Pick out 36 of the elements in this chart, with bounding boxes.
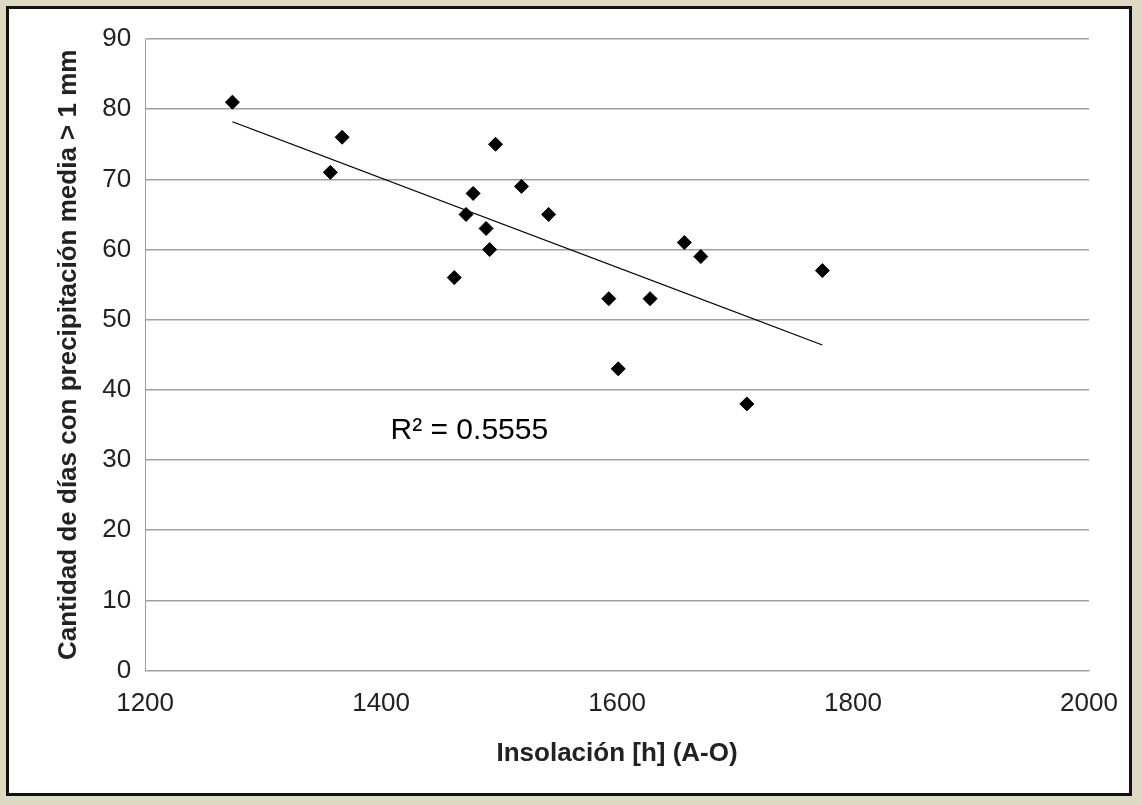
- point: [488, 136, 504, 152]
- x-tick-label: 1400: [352, 687, 411, 718]
- x-tick-label: 1200: [116, 687, 175, 718]
- y-tick-label: 10: [102, 583, 132, 614]
- y-tick-label: 40: [102, 373, 132, 404]
- point: [224, 94, 240, 110]
- point: [642, 291, 658, 307]
- annotation: R² = 0.5555: [390, 411, 549, 445]
- point: [541, 206, 557, 222]
- x-tick-label: 1600: [588, 687, 646, 718]
- point: [814, 263, 830, 279]
- point: [482, 242, 498, 258]
- point: [676, 235, 692, 251]
- point: [446, 270, 462, 286]
- point: [610, 361, 626, 377]
- point: [693, 249, 709, 265]
- x-tick-label: 1800: [824, 687, 882, 718]
- x-tick-label: 2000: [1060, 687, 1118, 718]
- y-tick-label: 20: [102, 513, 132, 544]
- point: [322, 164, 338, 180]
- point: [513, 178, 529, 194]
- point: [334, 129, 350, 145]
- y-tick-label: 80: [102, 92, 132, 123]
- y-tick-label: 90: [102, 22, 132, 53]
- y-tick-label: 70: [102, 162, 132, 193]
- point: [478, 220, 494, 236]
- y-axis-title: Cantidad de días con precipitación media > 1 mm: [51, 49, 82, 661]
- point: [458, 206, 474, 222]
- y-tick-label: 50: [102, 302, 132, 333]
- point: [601, 291, 617, 307]
- y-tick-label: 60: [102, 232, 132, 263]
- point: [465, 185, 481, 201]
- y-tick-label: 30: [102, 443, 132, 474]
- x-axis-title: Insolación [h] (A-O): [496, 736, 738, 767]
- point: [739, 396, 755, 412]
- y-tick-label: 0: [116, 653, 132, 684]
